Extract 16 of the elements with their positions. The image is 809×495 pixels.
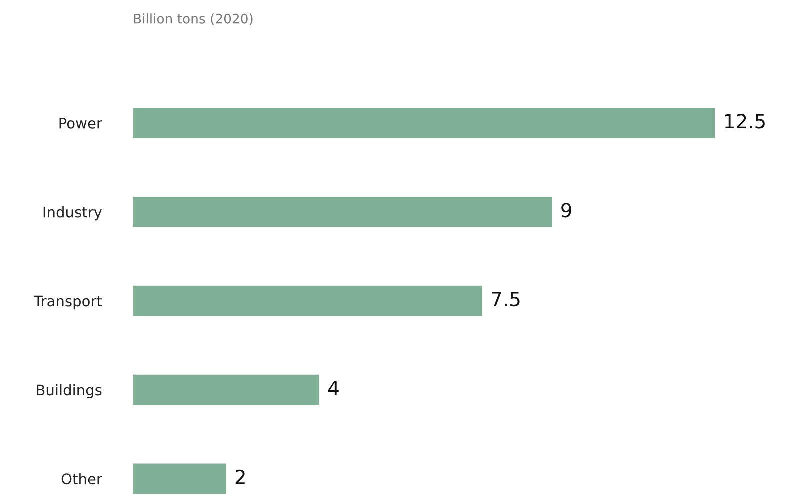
bar [133, 196, 552, 228]
data-label: 7.5 [492, 292, 520, 307]
y-tick-label: Transport [34, 296, 102, 310]
y-tick-label: Buildings [37, 384, 102, 399]
data-label: 4 [328, 381, 339, 396]
bar [133, 286, 482, 316]
bar [133, 108, 715, 138]
bar [133, 374, 320, 406]
y-tick-label: Power [60, 118, 102, 129]
y-tick-label: Industry [44, 206, 102, 221]
data-label: 9 [562, 202, 572, 218]
data-label: 2 [236, 470, 245, 484]
bar [133, 464, 226, 494]
chart-title: Billion tons (2020) [134, 14, 253, 26]
y-tick-label: Other [62, 473, 102, 485]
data-label: 12.5 [725, 114, 765, 129]
